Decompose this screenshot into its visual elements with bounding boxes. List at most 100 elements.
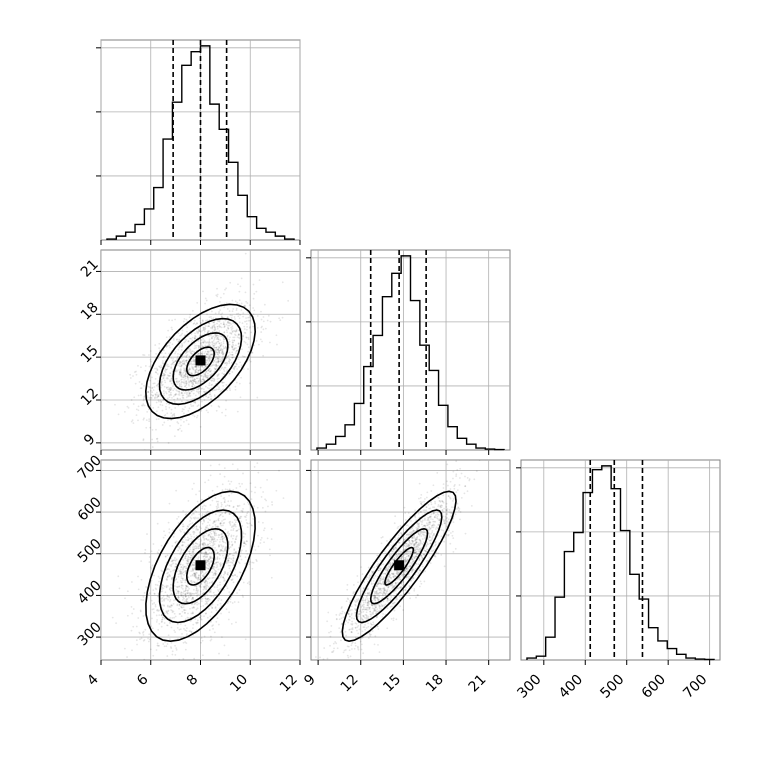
sample-point [172, 361, 175, 364]
sample-point [175, 489, 178, 492]
sample-point [391, 562, 394, 565]
sample-point [205, 353, 208, 356]
sample-point [228, 512, 231, 514]
sample-point [224, 546, 227, 548]
sample-point [440, 529, 443, 531]
sample-point [193, 347, 196, 350]
sample-point [186, 399, 189, 402]
sample-point [207, 344, 210, 347]
sample-point [227, 500, 230, 503]
sample-point [417, 533, 420, 536]
sample-point [176, 355, 179, 358]
sample-point [443, 507, 445, 510]
sample-point [166, 595, 169, 598]
sample-point [187, 586, 190, 589]
sample-point [204, 373, 207, 375]
sample-point [392, 619, 395, 622]
sample-point [237, 505, 239, 508]
sample-point [216, 604, 219, 606]
sample-point [233, 523, 236, 525]
sample-point [206, 376, 209, 379]
sample-point [405, 570, 407, 573]
sample-point [183, 566, 186, 568]
sample-point [400, 532, 403, 534]
sample-point [157, 595, 159, 598]
sample-point [423, 541, 425, 544]
sample-point [405, 524, 408, 527]
sample-point [179, 529, 181, 532]
sample-point [386, 627, 389, 630]
sample-point [400, 574, 403, 577]
sample-point [177, 592, 180, 595]
sample-point [179, 553, 181, 556]
sample-point [427, 523, 430, 526]
sample-point [200, 578, 203, 580]
sample-point [135, 408, 138, 411]
sample-point [445, 502, 448, 505]
sample-point [195, 346, 197, 349]
sample-point [197, 387, 200, 389]
sample-point [185, 567, 188, 570]
sample-point [372, 621, 375, 624]
sample-point [163, 373, 166, 376]
sample-point [384, 589, 387, 592]
sample-point [227, 554, 230, 557]
sample-point [204, 340, 207, 343]
sample-point [164, 640, 166, 643]
sample-point [205, 409, 208, 412]
sample-point [221, 562, 224, 565]
sample-point [211, 625, 214, 627]
sample-point [191, 366, 193, 368]
sample-point [228, 372, 231, 375]
sample-point [193, 530, 195, 533]
sample-point [243, 515, 246, 518]
sample-point [205, 395, 208, 398]
sample-point [217, 358, 220, 361]
sample-point [195, 366, 198, 369]
sample-point [209, 639, 212, 642]
sample-point [217, 590, 220, 593]
sample-point [201, 507, 204, 510]
sample-point [157, 575, 160, 578]
sample-point [216, 361, 219, 363]
sample-point [262, 354, 265, 357]
sample-point [389, 574, 392, 577]
sample-point [208, 316, 211, 319]
sample-point [211, 364, 213, 367]
sample-point [223, 366, 226, 369]
sample-point [196, 579, 199, 581]
sample-point [166, 568, 169, 571]
sample-point [208, 358, 211, 361]
sample-point [208, 542, 211, 545]
sample-point [160, 614, 163, 617]
sample-point [214, 334, 216, 336]
sample-point [225, 560, 228, 563]
sample-point [148, 633, 151, 636]
sample-point [213, 549, 216, 552]
sample-point [223, 325, 226, 327]
sample-point [165, 586, 168, 588]
sample-point [221, 533, 223, 536]
sample-point [417, 546, 420, 549]
sample-point [207, 396, 210, 399]
sample-point [429, 536, 431, 539]
sample-point [193, 572, 196, 575]
sample-point [226, 316, 229, 319]
sample-point [355, 598, 358, 601]
sample-point [192, 516, 195, 519]
sample-point [194, 618, 197, 620]
sample-point [369, 635, 372, 638]
sample-point [117, 575, 120, 578]
sample-point [202, 535, 205, 538]
sample-point [219, 583, 221, 586]
sample-point [186, 585, 189, 588]
sample-point [405, 552, 408, 555]
sample-point [368, 603, 370, 605]
sample-point [200, 551, 203, 554]
sample-point [185, 382, 188, 385]
sample-point [169, 389, 172, 392]
sample-point [393, 522, 396, 525]
sample-point [253, 309, 256, 312]
sample-point [215, 388, 218, 391]
sample-point [428, 539, 431, 542]
